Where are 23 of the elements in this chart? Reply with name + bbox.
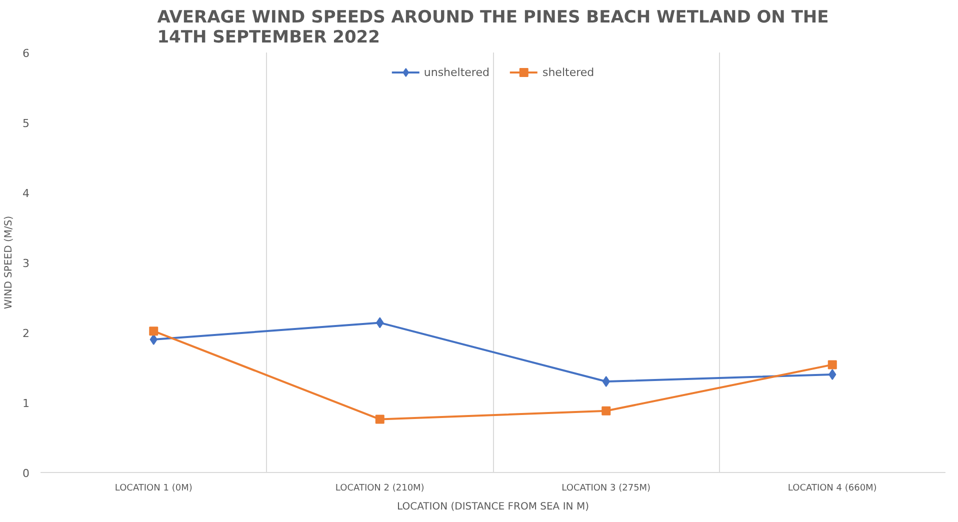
x-tick-label: LOCATION 1 (0M) bbox=[114, 484, 192, 494]
legend-label: unsheltered bbox=[424, 66, 490, 78]
point bbox=[602, 376, 610, 387]
x-tick-label: LOCATION 2 (210M) bbox=[335, 484, 424, 494]
x-tick-label: LOCATION 4 (660M) bbox=[788, 484, 877, 494]
legend-label: sheltered bbox=[542, 66, 594, 78]
y-axis-title: WIND SPEED (M/S) bbox=[4, 216, 14, 310]
x-axis-title: LOCATION (DISTANCE FROM SEA IN M) bbox=[397, 502, 590, 512]
y-tick-label: 0 bbox=[22, 467, 30, 480]
y-tick-label: 1 bbox=[22, 397, 30, 410]
x-tick-label: LOCATION 3 (275M) bbox=[562, 484, 651, 494]
point bbox=[150, 334, 158, 345]
point bbox=[149, 326, 158, 336]
y-tick-label: 5 bbox=[22, 117, 30, 130]
point bbox=[375, 414, 384, 424]
y-tick-label: 6 bbox=[22, 47, 30, 60]
point bbox=[828, 369, 836, 380]
point bbox=[828, 360, 837, 370]
y-tick-label: 2 bbox=[22, 327, 30, 340]
point bbox=[602, 406, 611, 416]
chart-title: AVERAGE WIND SPEEDS AROUND THE PINES BEACH WETLAND ON THE 14TH SEPTEMBER 2022 bbox=[157, 8, 829, 48]
y-tick-label: 3 bbox=[22, 257, 30, 270]
y-tick-label: 4 bbox=[22, 187, 30, 200]
